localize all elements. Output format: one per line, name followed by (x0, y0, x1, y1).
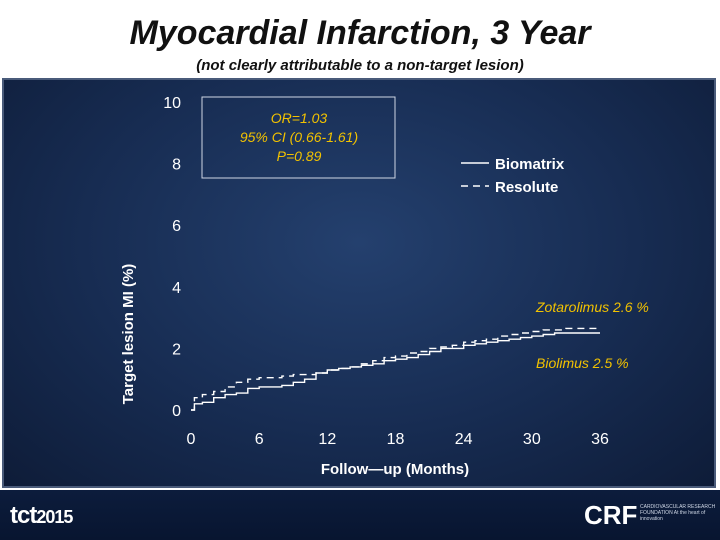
y-tick-label: 2 (172, 341, 181, 358)
plot-area (191, 327, 600, 411)
y-tick-label: 4 (172, 280, 181, 297)
x-tick-label: 18 (387, 431, 405, 448)
x-axis-label: Follow—up (Months) (321, 461, 469, 478)
confidence-interval-text: 95% CI (0.66-1.61) (240, 129, 358, 145)
crf-tagline: CARDIOVASCULAR RESEARCH FOUNDATION At th… (640, 504, 716, 522)
crf-logo: CRF (584, 500, 638, 530)
x-tick-label: 24 (455, 431, 473, 448)
stats-box: OR=1.03 95% CI (0.66-1.61) P=0.89 (201, 96, 396, 179)
km-chart: Target lesion MI (%) Follow—up (Months) … (120, 95, 649, 478)
x-tick-label: 6 (255, 431, 264, 448)
slide-footer: tct2015 CRF CARDIOVASCULAR RESEARCH FOUN… (0, 490, 720, 540)
y-tick-label: 10 (163, 95, 181, 112)
legend-label-resolute: Resolute (495, 179, 558, 196)
biolimus-annotation: Biolimus 2.5 % (536, 355, 629, 371)
slide-title: Myocardial Infarction, 3 Year (129, 14, 591, 52)
y-axis-label: Target lesion MI (%) (120, 264, 137, 405)
p-value-text: P=0.89 (277, 148, 322, 164)
legend-label-biomatrix: Biomatrix (495, 156, 565, 173)
stats-box-frame (201, 96, 396, 179)
zotarolimus-annotation: Zotarolimus 2.6 % (535, 299, 649, 315)
x-tick-label: 36 (591, 431, 609, 448)
y-tick-label: 6 (172, 218, 181, 235)
series-line-resolute (191, 327, 600, 411)
tct-logo-text: tct (10, 502, 37, 529)
y-tick-label: 0 (172, 403, 181, 420)
series-line-biomatrix (191, 332, 600, 411)
chart-panel (2, 78, 716, 488)
x-tick-label: 0 (187, 431, 196, 448)
slide-subtitle: (not clearly attributable to a non-targe… (196, 57, 524, 74)
tct-logo: tct2015 (10, 502, 73, 530)
slide-header: Myocardial Infarction, 3 Year (not clear… (0, 0, 720, 78)
y-tick-label: 8 (172, 157, 181, 174)
tct-logo-year: 2015 (36, 507, 73, 527)
legend: Biomatrix Resolute (461, 156, 565, 196)
x-tick-label: 12 (318, 431, 336, 448)
x-tick-label: 30 (523, 431, 541, 448)
odds-ratio-text: OR=1.03 (271, 110, 328, 126)
